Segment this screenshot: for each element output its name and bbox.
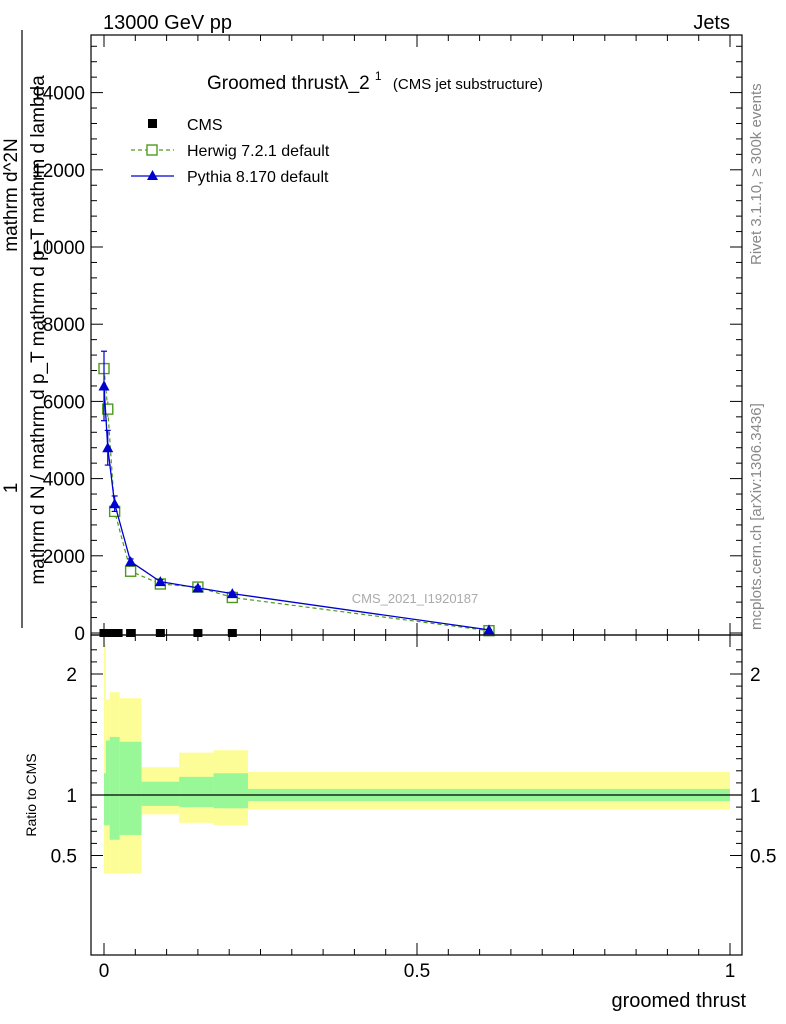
y-tick-label: 2000 xyxy=(43,547,85,568)
legend: CMS Herwig 7.2.1 default Pythia 8.170 de… xyxy=(131,117,330,186)
ratio-inner-band xyxy=(213,773,248,809)
ratio-y-tick-label-right: 1 xyxy=(750,786,761,807)
plot-title-small: (CMS jet substructure) xyxy=(393,76,543,93)
main-plot: 0 2000 4000 6000 8000 10000 12000 14000 CMS_202… xyxy=(1,30,743,645)
cms-point xyxy=(113,629,123,637)
pythia-point xyxy=(102,442,114,453)
cms-point xyxy=(155,629,165,637)
cms-point xyxy=(126,629,136,637)
y-tick-label: 6000 xyxy=(43,392,85,413)
cms-point xyxy=(227,629,237,637)
y-tick-label: 14000 xyxy=(32,84,85,105)
herwig-point xyxy=(102,403,114,415)
ratio-y-tick-label: 2 xyxy=(66,665,77,686)
x-tick-label: 0.5 xyxy=(404,961,430,982)
pythia-point xyxy=(154,576,166,587)
ratio-inner-band xyxy=(104,773,106,826)
y-tick-label: 4000 xyxy=(43,470,85,491)
pythia-point xyxy=(125,556,137,567)
pythia-point xyxy=(192,582,204,593)
main-x-ticks xyxy=(103,35,731,635)
x-axis-label: groomed thrust xyxy=(611,990,746,1012)
watermark: CMS_2021_I1920187 xyxy=(352,591,479,606)
process-label: Jets xyxy=(693,12,730,34)
ratio-y-axis: 0.5 0.5 1 1 2 2 xyxy=(51,649,776,869)
y-tick-label: 10000 xyxy=(32,238,85,259)
main-y-label: 1 mathrm d N / mathrm d p_T mathrm d p_T… xyxy=(1,30,49,628)
ratio-inner-band xyxy=(141,781,180,806)
pythia-line xyxy=(103,385,490,631)
pythia-point xyxy=(98,380,110,391)
legend-label-pythia: Pythia 8.170 default xyxy=(187,169,329,186)
ratio-plot: 0.5 0.51 12 2 0 0.5 1 Ratio to CMS groomed th… xyxy=(23,634,776,1012)
y-tick-label: 0 xyxy=(74,624,85,645)
ratio-inner-band xyxy=(105,740,110,826)
ratio-inner-band xyxy=(179,776,214,808)
main-series-layer xyxy=(98,350,495,637)
cms-point xyxy=(102,629,112,637)
ratio-x-axis: 0 0.5 1 xyxy=(99,635,736,982)
plot-title-sup: 1 xyxy=(375,69,382,83)
y-label-denominator: mathrm d N / mathrm d p_T mathrm d p_T m… xyxy=(28,75,49,585)
mcplots-label: mcplots.cern.ch [arXiv:1306.3436] xyxy=(748,403,765,630)
ratio-inner-band xyxy=(119,741,142,835)
herwig-point xyxy=(124,565,137,577)
x-tick-label: 1 xyxy=(725,961,736,982)
ratio-y-tick-label: 0.5 xyxy=(51,847,77,868)
x-tick-label: 0 xyxy=(99,961,110,982)
plot-title: Groomed thrustλ_2 1 (CMS jet substructur… xyxy=(207,64,543,94)
pythia-point xyxy=(483,624,495,635)
ratio-y-label: Ratio to CMS xyxy=(23,753,39,836)
cms-point xyxy=(107,629,117,637)
legend-label-herwig: Herwig 7.2.1 default xyxy=(187,143,330,160)
ratio-inner-band xyxy=(109,736,120,840)
y-tick-label: 8000 xyxy=(43,315,85,336)
y-tick-label: 12000 xyxy=(32,161,85,182)
ratio-y-tick-label-right: 0.5 xyxy=(750,847,776,868)
legend-label-cms: CMS xyxy=(187,117,223,134)
collision-label: 13000 GeV pp xyxy=(103,12,232,34)
pythia-point xyxy=(226,588,238,599)
legend-marker-pythia xyxy=(147,170,158,180)
main-y-axis: 0 2000 4000 6000 8000 10000 12000 14000 xyxy=(32,45,742,645)
ratio-bands-layer xyxy=(104,643,731,874)
herwig-line xyxy=(103,368,490,632)
legend-marker-herwig xyxy=(146,144,158,156)
plot-title-main: Groomed thrustλ_2 xyxy=(207,73,370,94)
ratio-y-tick-label-right: 2 xyxy=(750,665,761,686)
pythia-point xyxy=(109,498,121,509)
y-label-numerator: 1 xyxy=(1,483,22,494)
ratio-outer-band xyxy=(104,643,106,874)
rivet-label: Rivet 3.1.10, ≥ 300k events xyxy=(748,83,765,265)
y-label-rhs: mathrm d^2N xyxy=(1,138,22,251)
legend-marker-cms xyxy=(148,119,157,128)
cms-point xyxy=(193,629,203,637)
ratio-y-tick-label: 1 xyxy=(66,786,77,807)
